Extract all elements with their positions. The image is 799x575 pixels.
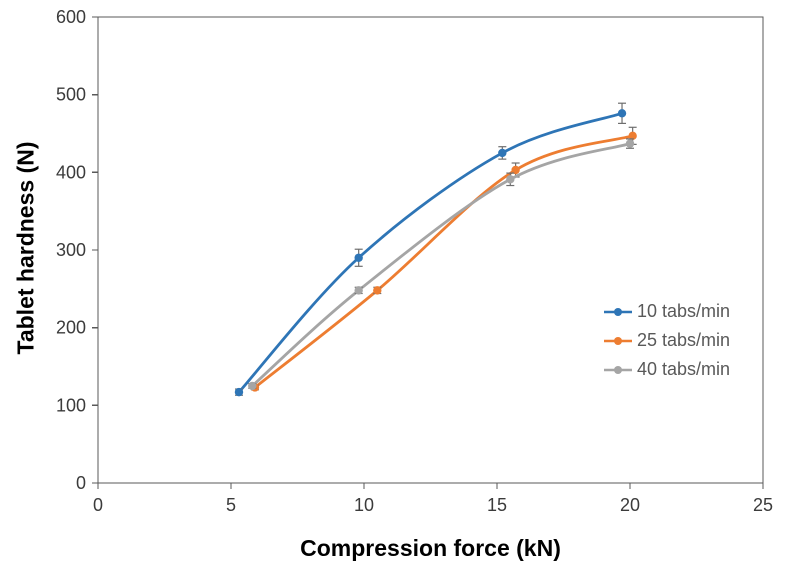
y-tick-label: 200 (56, 318, 86, 338)
data-point (511, 165, 520, 175)
legend-marker-icon (604, 307, 632, 316)
legend-item: 25 tabs/min (603, 326, 730, 355)
data-point (354, 253, 363, 262)
x-axis-title: Compression force (kN) (300, 535, 561, 561)
legend-marker-icon (604, 365, 632, 374)
y-tick-label: 500 (56, 85, 86, 105)
y-tick-label: 300 (56, 240, 86, 260)
x-tick-label: 5 (226, 495, 236, 515)
data-point (373, 286, 382, 295)
legend-label: 40 tabs/min (637, 359, 731, 379)
x-tick-label: 25 (753, 495, 773, 515)
legend: 10 tabs/min 25 tabs/min 40 tabs/min (603, 297, 730, 384)
x-tick-label: 0 (93, 495, 103, 515)
y-tick-label: 0 (76, 473, 86, 493)
data-point (617, 109, 627, 118)
plot-border (97, 16, 764, 484)
legend-item: 10 tabs/min (603, 297, 730, 326)
series-line-10-tabs-min (237, 111, 624, 394)
y-axis-title: Tablet hardness (N) (12, 141, 39, 355)
y-tick-label: 100 (56, 395, 86, 415)
x-tick-label: 10 (354, 495, 374, 515)
legend-label: 10 tabs/min (637, 301, 731, 321)
legend-marker-icon (604, 336, 632, 345)
data-point (234, 387, 244, 397)
data-point (506, 175, 515, 184)
data-point (625, 139, 635, 148)
legend-item: 40 tabs/min (603, 355, 730, 384)
y-tick-label: 600 (56, 7, 86, 27)
data-point (498, 148, 507, 158)
data-point (248, 381, 257, 391)
series-line-40-tabs-min (250, 142, 632, 388)
x-tick-label: 15 (487, 495, 507, 515)
data-point (354, 286, 363, 295)
legend-label: 25 tabs/min (637, 330, 731, 350)
x-tick-label: 20 (620, 495, 640, 515)
data-point (628, 131, 637, 141)
y-tick-label: 400 (56, 162, 86, 182)
series-line-25-tabs-min (253, 134, 635, 389)
